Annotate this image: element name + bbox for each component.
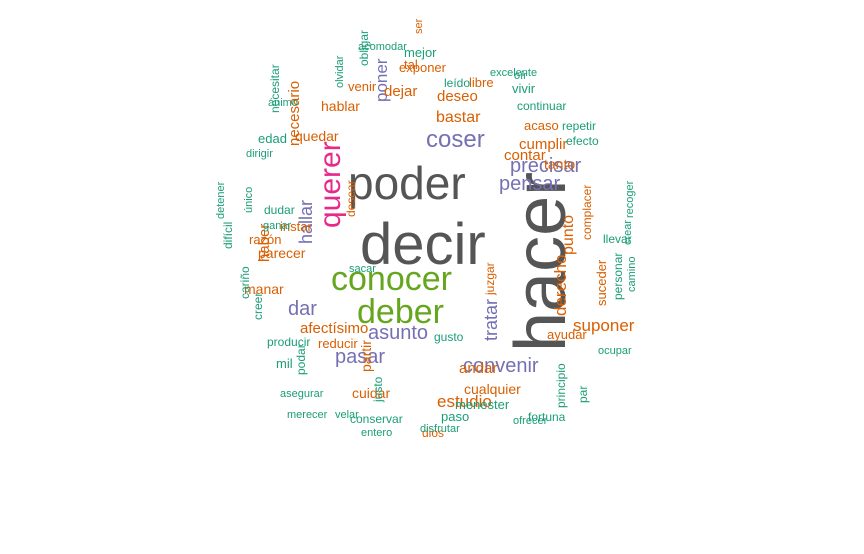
- word-razón: razón: [249, 232, 282, 247]
- word-tal: tal: [404, 57, 418, 72]
- word-partir: partir: [358, 340, 374, 372]
- word-edad: edad: [258, 131, 287, 146]
- word-ayudar: ayudar: [547, 327, 587, 342]
- word-mil: mil: [276, 356, 293, 371]
- word-justo: justo: [371, 376, 385, 402]
- word-menester: menester: [455, 397, 510, 412]
- word-único: único: [243, 186, 255, 213]
- word-creer: creer: [251, 292, 265, 320]
- word-repetir: repetir: [562, 119, 597, 133]
- word-juzgar: juzgar: [483, 262, 497, 295]
- word-llevar: llevar: [603, 232, 632, 246]
- word-efecto: efecto: [566, 134, 599, 148]
- word-bastar: bastar: [436, 109, 481, 126]
- word-suponer: suponer: [573, 316, 635, 335]
- word-reducir: reducir: [318, 336, 358, 351]
- word-recoger: recoger: [624, 180, 636, 218]
- word-olvidar: olvidar: [334, 55, 346, 88]
- word-parecer: parecer: [258, 245, 306, 261]
- word-asunto: asunto: [368, 322, 429, 344]
- word-camino: camino: [626, 256, 638, 292]
- word-acaso: acaso: [524, 118, 559, 133]
- word-ganar: ganar: [263, 220, 292, 232]
- word-detener: detener: [215, 181, 227, 219]
- word-entero: entero: [361, 427, 393, 439]
- word-podar: podar: [294, 344, 308, 375]
- word-necesitar: necesitar: [268, 64, 282, 113]
- word-conservar: conservar: [350, 412, 403, 426]
- word-afectísimo: afectísimo: [300, 320, 369, 337]
- word-estudio: estudio: [437, 392, 492, 411]
- word-fortuna: fortuna: [528, 410, 566, 424]
- word-querer: querer: [314, 141, 347, 228]
- word-par: par: [576, 385, 590, 403]
- word-dar: dar: [288, 298, 317, 320]
- word-manar: manar: [244, 281, 284, 297]
- word-pensar: pensar: [499, 173, 561, 195]
- word-punto: punto: [560, 214, 577, 255]
- word-suceder: suceder: [594, 259, 609, 306]
- word-excelente: excelente: [490, 67, 538, 79]
- word-sacar: sacar: [349, 263, 376, 275]
- word-ser: ser: [413, 18, 425, 34]
- word-quedar: quedar: [295, 128, 339, 144]
- word-continuar: continuar: [517, 99, 567, 113]
- word-dejar: dejar: [384, 83, 418, 100]
- word-ánimo: ánimo: [268, 97, 298, 109]
- word-complacer: complacer: [580, 184, 594, 240]
- word-disfrutar: disfrutar: [420, 423, 460, 435]
- word-dudar: dudar: [264, 203, 295, 217]
- word-pasar: pasar: [335, 346, 386, 368]
- word-deber: deber: [357, 293, 444, 331]
- word-ocupar: ocupar: [598, 345, 632, 357]
- word-obligar: obligar: [357, 29, 371, 66]
- word-velar: velar: [335, 409, 359, 421]
- word-acomodar: acomodar: [358, 41, 407, 53]
- word-instar: instar: [280, 219, 312, 234]
- word-andar: andar: [459, 360, 498, 377]
- word-principio: principio: [554, 363, 568, 408]
- word-crear: crear: [622, 219, 634, 245]
- word-tratar: tratar: [481, 298, 501, 341]
- word-exponer: exponer: [399, 60, 446, 75]
- word-oír: oír: [514, 70, 527, 82]
- word-contar: contar: [504, 147, 546, 164]
- word-vivir: vivir: [512, 81, 536, 96]
- word-difícil: difícil: [221, 221, 235, 249]
- word-producir: producir: [267, 335, 311, 349]
- word-cumplir: cumplir: [519, 136, 568, 153]
- word-asegurar: asegurar: [280, 388, 324, 400]
- word-mejor: mejor: [404, 45, 437, 60]
- word-paso: paso: [441, 409, 470, 424]
- word-derecho: derecho: [551, 254, 570, 316]
- word-decir: decir: [360, 212, 486, 277]
- word-merecer: merecer: [287, 409, 328, 421]
- word-conocer: conocer: [331, 260, 452, 298]
- word-libre: libre: [469, 75, 494, 90]
- word-tanto: tanto: [544, 156, 576, 172]
- word-ofrecer: ofrecer: [513, 415, 548, 427]
- word-dios: dios: [422, 426, 445, 440]
- word-cariño: cariño: [238, 266, 252, 299]
- word-precisar: precisar: [510, 155, 582, 177]
- word-hablar: hablar: [321, 98, 360, 114]
- word-cuidar: cuidar: [352, 385, 391, 401]
- word-personar: personar: [611, 252, 625, 300]
- word-deseo: deseo: [437, 88, 478, 105]
- word-desear: desear: [344, 180, 358, 217]
- word-leído: leído: [444, 76, 471, 90]
- word-coser: coser: [426, 126, 485, 153]
- word-dirigir: dirigir: [246, 148, 273, 160]
- word-convenir: convenir: [463, 355, 539, 377]
- word-gusto: gusto: [434, 330, 464, 344]
- word-cualquier: cualquier: [464, 381, 521, 397]
- word-venir: venir: [348, 79, 377, 94]
- word-poder: poder: [348, 157, 466, 209]
